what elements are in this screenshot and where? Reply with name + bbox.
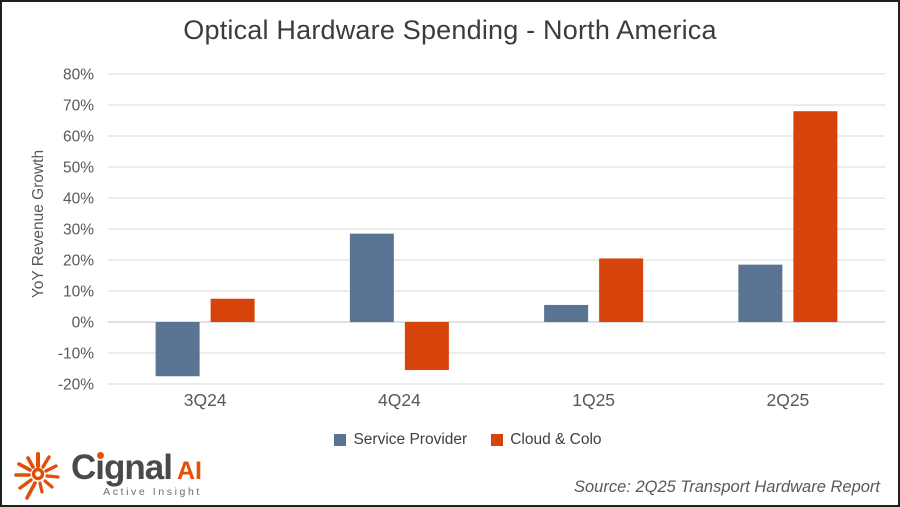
legend-swatch-cloud-colo bbox=[491, 434, 504, 446]
legend-item-service-provider: Service Provider bbox=[334, 431, 467, 449]
y-tick-0%: 0% bbox=[72, 315, 95, 332]
legend-label-cloud-colo: Cloud & Colo bbox=[510, 431, 602, 448]
x-tick-2q25: 2Q25 bbox=[766, 390, 809, 410]
bar-cloud-colo-3q24 bbox=[210, 298, 255, 322]
bar-service-provider-1q25 bbox=[544, 304, 589, 322]
source-note: Source: 2Q25 Transport Hardware Report bbox=[574, 478, 880, 496]
legend-label-service-provider: Service Provider bbox=[353, 431, 468, 448]
x-tick-3q24: 3Q24 bbox=[184, 390, 227, 410]
logo-brand-suffix: AI bbox=[176, 457, 202, 485]
y-tick-80%: 80% bbox=[63, 67, 94, 84]
bar-service-provider-3q24 bbox=[155, 322, 200, 377]
y-tick-30%: 30% bbox=[63, 222, 94, 239]
bar-cloud-colo-2q25 bbox=[793, 111, 838, 322]
bar-cloud-colo-4q24 bbox=[404, 322, 449, 371]
chart-title: Optical Hardware Spending - North Americ… bbox=[183, 15, 717, 45]
bar-service-provider-2q25 bbox=[738, 264, 783, 322]
y-tick--20%: -20% bbox=[58, 377, 94, 394]
logo-text: Cignal AI Active Insight bbox=[71, 450, 202, 498]
starburst-icon bbox=[14, 452, 60, 500]
y-tick-10%: 10% bbox=[63, 284, 94, 301]
y-tick-60%: 60% bbox=[63, 129, 94, 146]
y-tick-20%: 20% bbox=[63, 253, 94, 270]
y-tick-70%: 70% bbox=[63, 98, 94, 115]
y-tick-40%: 40% bbox=[63, 191, 94, 208]
y-tick-50%: 50% bbox=[63, 160, 94, 177]
chart-legend: Service Provider Cloud & Colo bbox=[2, 431, 898, 449]
logo-i-dot bbox=[97, 452, 104, 459]
bar-service-provider-4q24 bbox=[349, 233, 394, 322]
logo-brand-name: Cignal bbox=[71, 448, 173, 487]
legend-swatch-service-provider bbox=[334, 434, 347, 446]
x-tick-4q24: 4Q24 bbox=[378, 390, 421, 410]
cignal-ai-logo: Cignal AI Active Insight bbox=[10, 446, 202, 502]
logo-tagline: Active Insight bbox=[103, 486, 202, 498]
y-tick--10%: -10% bbox=[58, 346, 94, 363]
legend-item-cloud-colo: Cloud & Colo bbox=[491, 431, 602, 449]
bar-cloud-colo-1q25 bbox=[599, 258, 644, 322]
x-tick-1q25: 1Q25 bbox=[572, 390, 615, 410]
